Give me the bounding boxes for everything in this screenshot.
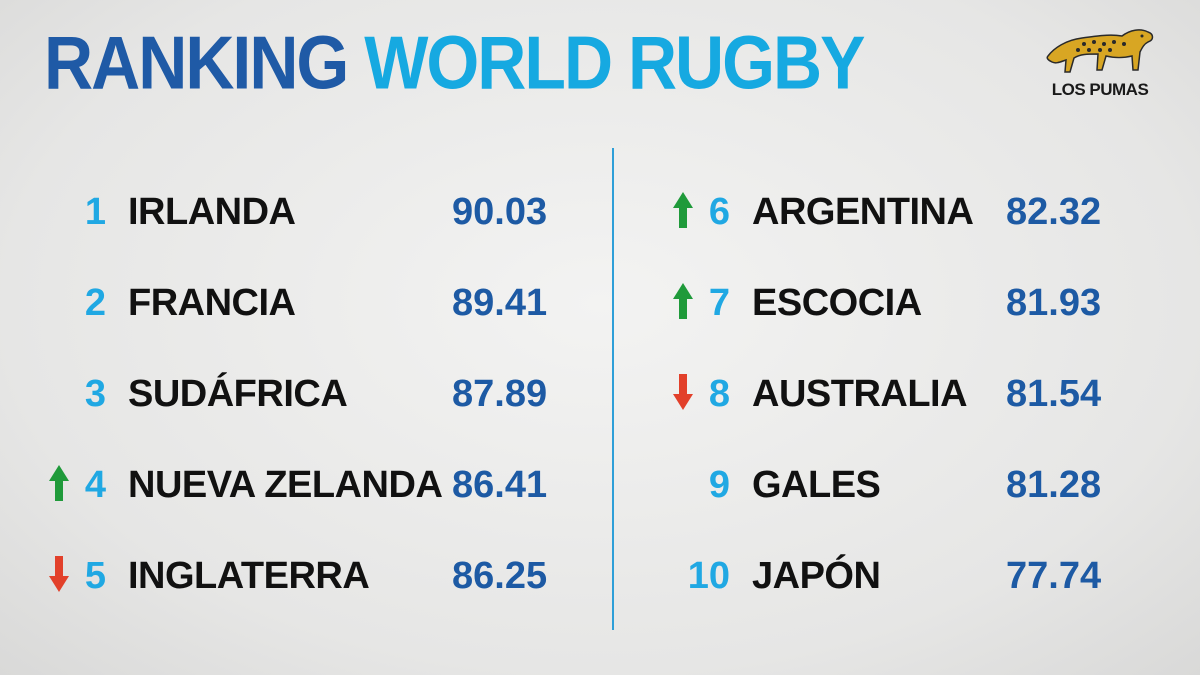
arrow-down-icon [672,372,694,412]
title-world-rugby: WORLD RUGBY [364,21,865,106]
rank-number: 1 [84,191,106,233]
rank-number: 6 [708,191,730,233]
team-name: AUSTRALIA [752,373,968,415]
team-points: 81.54 [1006,373,1102,415]
team-name: NUEVA ZELANDA [128,464,443,506]
ranking-row: 5 INGLATERRA 86.25 [0,530,1200,620]
ranking-row: 7 ESCOCIA 81.93 [0,257,1200,347]
team-points: 81.93 [1006,282,1102,324]
team-name: JAPÓN [752,555,881,597]
team-name: SUDÁFRICA [128,373,348,415]
los-pumas-logo: LOS PUMAS [1030,20,1170,102]
team-name: INGLATERRA [128,555,370,597]
team-points: 86.41 [452,464,548,506]
team-points: 82.32 [1006,191,1102,233]
arrow-down-icon [48,554,70,594]
team-name: ARGENTINA [752,191,974,233]
rank-number: 2 [84,282,106,324]
team-name: GALES [752,464,881,506]
team-points: 87.89 [452,373,548,415]
rank-number: 9 [708,464,730,506]
page-title: RANKING WORLD RUGBY [44,26,866,101]
ranking-row: 4 NUEVA ZELANDA 86.41 [0,439,1200,529]
team-name: FRANCIA [128,282,296,324]
title-ranking: RANKING [44,21,349,106]
ranking-row: 8 AUSTRALIA 81.54 [0,348,1200,438]
team-name: ESCOCIA [752,282,922,324]
column-divider [612,148,614,630]
ranking-row: 10 JAPÓN 77.74 [0,530,1200,620]
rank-number: 8 [708,373,730,415]
team-points: 90.03 [452,191,548,233]
arrow-up-icon [672,281,694,321]
ranking-row: 6 ARGENTINA 82.32 [0,166,1200,256]
ranking-row: 9 GALES 81.28 [0,439,1200,529]
team-name: IRLANDA [128,191,296,233]
rank-number: 4 [84,464,106,506]
rank-number: 7 [708,282,730,324]
jaguar-icon [1046,29,1154,73]
rank-number: 3 [84,373,106,415]
team-points: 86.25 [452,555,548,597]
team-points: 89.41 [452,282,548,324]
arrow-up-icon [672,190,694,230]
ranking-row: 2 FRANCIA 89.41 [0,257,1200,347]
team-points: 77.74 [1006,555,1102,597]
logo-text: LOS PUMAS [1051,80,1149,99]
ranking-row: 1 IRLANDA 90.03 [0,166,1200,256]
arrow-up-icon [48,463,70,503]
rank-number: 10 [687,555,730,597]
team-points: 81.28 [1006,464,1102,506]
rank-number: 5 [84,555,106,597]
ranking-row: 3 SUDÁFRICA 87.89 [0,348,1200,438]
